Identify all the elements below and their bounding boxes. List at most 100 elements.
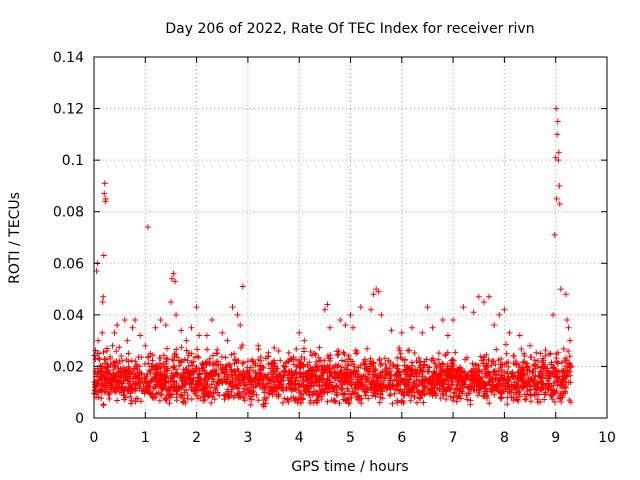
data-point xyxy=(255,397,262,404)
data-point xyxy=(188,350,195,357)
data-point xyxy=(409,324,416,331)
data-point xyxy=(297,374,304,381)
data-point xyxy=(142,375,149,382)
data-point xyxy=(179,377,186,384)
data-point xyxy=(288,395,295,402)
data-point xyxy=(163,360,170,367)
data-point xyxy=(496,311,503,318)
data-point xyxy=(409,362,416,369)
x-tick-label: 6 xyxy=(397,430,406,446)
data-point xyxy=(100,252,107,259)
data-point xyxy=(114,397,121,404)
data-point xyxy=(566,397,573,404)
data-point xyxy=(109,383,116,390)
data-point xyxy=(527,375,534,382)
data-point xyxy=(273,374,280,381)
data-point xyxy=(244,358,251,365)
data-point xyxy=(102,372,109,379)
data-point xyxy=(260,378,267,385)
data-point xyxy=(368,306,375,313)
data-point xyxy=(206,358,213,365)
data-point xyxy=(404,364,411,371)
data-point xyxy=(381,355,388,362)
data-point xyxy=(373,378,380,385)
data-point xyxy=(279,384,286,391)
data-point xyxy=(234,311,241,318)
data-point xyxy=(167,375,174,382)
data-point xyxy=(188,324,195,331)
data-point xyxy=(560,345,567,352)
data-point xyxy=(178,344,185,351)
data-point xyxy=(450,362,457,369)
data-point xyxy=(196,332,203,339)
data-point xyxy=(360,372,367,379)
data-point xyxy=(439,367,446,374)
data-point xyxy=(500,386,507,393)
data-point xyxy=(521,359,528,366)
data-point xyxy=(342,322,349,329)
data-point xyxy=(556,200,563,207)
data-point xyxy=(272,383,279,390)
data-point xyxy=(318,396,325,403)
data-point xyxy=(294,399,301,406)
data-point xyxy=(404,347,411,354)
data-point xyxy=(152,383,159,390)
data-point xyxy=(285,349,292,356)
data-point xyxy=(313,358,320,365)
data-point xyxy=(178,357,185,364)
data-point xyxy=(222,379,229,386)
data-point xyxy=(128,400,135,407)
data-point xyxy=(350,324,357,331)
data-point xyxy=(255,342,262,349)
data-point xyxy=(239,360,246,367)
data-point xyxy=(328,397,335,404)
data-point xyxy=(555,149,562,156)
data-point xyxy=(166,400,173,407)
data-point xyxy=(370,389,377,396)
data-point xyxy=(161,381,168,388)
data-point xyxy=(197,376,204,383)
data-point xyxy=(518,377,525,384)
data-point xyxy=(454,378,461,385)
data-point xyxy=(535,391,542,398)
data-point xyxy=(207,370,214,377)
data-point xyxy=(132,317,139,324)
data-point xyxy=(347,311,354,318)
data-point xyxy=(463,372,470,379)
data-point xyxy=(190,358,197,365)
data-point xyxy=(562,388,569,395)
data-point xyxy=(92,381,99,388)
data-point xyxy=(115,384,122,391)
data-point xyxy=(119,384,126,391)
data-point xyxy=(107,355,114,362)
data-point xyxy=(149,390,156,397)
y-tick-label: 0.08 xyxy=(53,205,84,221)
data-point xyxy=(318,373,325,380)
data-point xyxy=(444,332,451,339)
data-point xyxy=(567,379,574,386)
data-point xyxy=(263,381,270,388)
data-point xyxy=(489,385,496,392)
data-point xyxy=(512,384,519,391)
data-point xyxy=(502,383,509,390)
data-point xyxy=(354,394,361,401)
data-point xyxy=(399,388,406,395)
data-point xyxy=(313,367,320,374)
data-point xyxy=(498,355,505,362)
data-point xyxy=(497,394,504,401)
data-point xyxy=(285,369,292,376)
data-point xyxy=(144,224,151,231)
data-point xyxy=(563,317,570,324)
data-point xyxy=(239,388,246,395)
data-point xyxy=(510,352,517,359)
data-point xyxy=(421,361,428,368)
x-tick-label: 4 xyxy=(295,430,304,446)
data-point xyxy=(233,382,240,389)
data-point xyxy=(363,389,370,396)
data-point xyxy=(508,381,515,388)
data-point xyxy=(265,390,272,397)
data-point xyxy=(296,381,303,388)
data-point xyxy=(551,398,558,405)
data-point xyxy=(527,392,534,399)
data-point xyxy=(418,379,425,386)
